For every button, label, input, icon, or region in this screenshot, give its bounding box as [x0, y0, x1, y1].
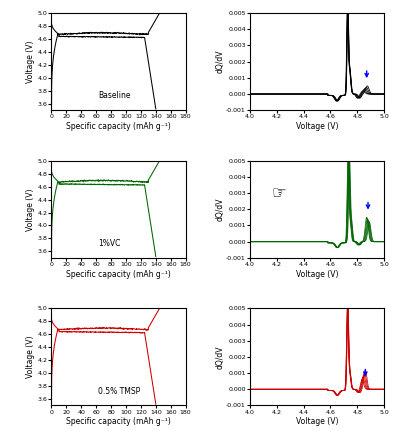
Text: 1%VC: 1%VC [99, 239, 121, 248]
Y-axis label: dQ/dV: dQ/dV [216, 345, 225, 369]
X-axis label: Specific capacity (mAh g⁻¹): Specific capacity (mAh g⁻¹) [66, 270, 171, 279]
Y-axis label: dQ/dV: dQ/dV [216, 198, 225, 221]
Y-axis label: Voltage (V): Voltage (V) [25, 41, 34, 83]
Y-axis label: dQ/dV: dQ/dV [216, 50, 225, 73]
X-axis label: Specific capacity (mAh g⁻¹): Specific capacity (mAh g⁻¹) [66, 417, 171, 426]
X-axis label: Voltage (V): Voltage (V) [296, 417, 338, 426]
X-axis label: Voltage (V): Voltage (V) [296, 270, 338, 279]
X-axis label: Specific capacity (mAh g⁻¹): Specific capacity (mAh g⁻¹) [66, 122, 171, 131]
Text: Baseline: Baseline [99, 92, 131, 100]
X-axis label: Voltage (V): Voltage (V) [296, 122, 338, 131]
Y-axis label: Voltage (V): Voltage (V) [25, 336, 34, 378]
Y-axis label: Voltage (V): Voltage (V) [25, 188, 34, 231]
Text: 0.5% TMSP: 0.5% TMSP [99, 387, 141, 396]
Text: ☞: ☞ [272, 185, 287, 203]
